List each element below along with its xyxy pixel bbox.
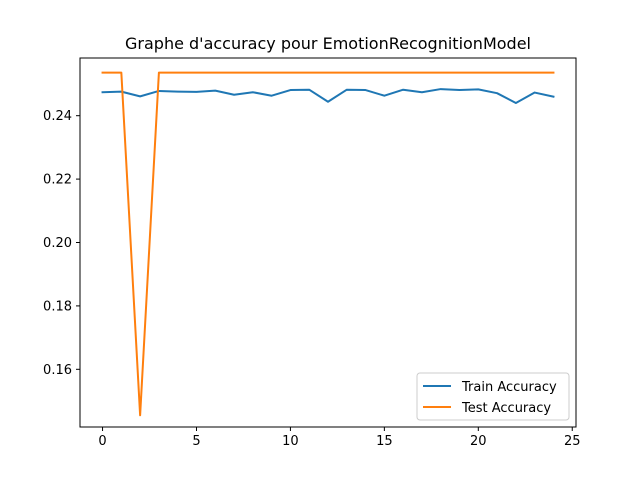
x-tick-label: 25 [564,434,581,449]
legend-box [416,372,570,421]
y-tick-label: 0.18 [43,299,72,314]
legend-label-test-accuracy: Test Accuracy [461,401,551,416]
series-line-train-accuracy [101,88,555,105]
y-tick-label: 0.24 [43,109,72,124]
x-tick-label: 15 [376,434,393,449]
y-tick-label: 0.22 [43,173,72,188]
x-axis: 0 5 10 15 20 25 [98,427,581,449]
series-layer [101,71,555,417]
chart-title: Graphe d'accuracy pour EmotionRecognitio… [125,34,531,53]
y-tick-label: 0.16 [43,363,72,378]
y-axis: 0.16 0.18 0.20 0.22 0.24 [43,109,80,378]
series-line-test-accuracy [101,71,555,417]
x-tick-label: 20 [470,434,487,449]
x-tick-label: 5 [192,434,200,449]
x-tick-label: 0 [98,434,106,449]
y-tick-label: 0.20 [43,236,72,251]
legend: Train Accuracy Test Accuracy [416,372,570,421]
legend-label-train-accuracy: Train Accuracy [461,380,557,395]
x-tick-label: 10 [282,434,299,449]
